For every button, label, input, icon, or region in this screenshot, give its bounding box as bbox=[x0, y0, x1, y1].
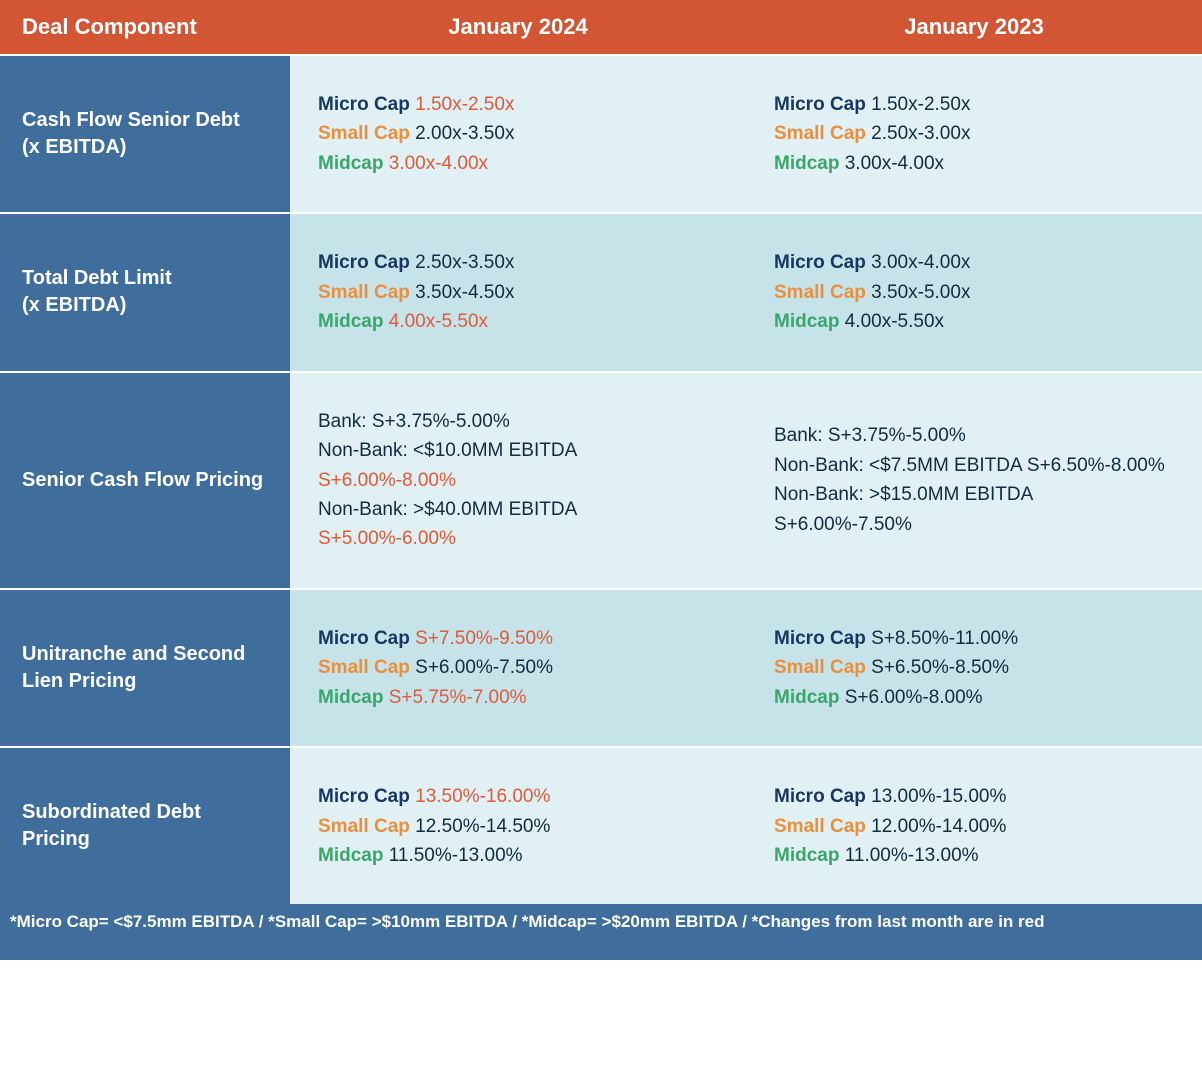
cap-value: 4.00x-5.50x bbox=[845, 311, 944, 332]
cap-label-small: Small Cap bbox=[318, 123, 410, 144]
line-prefix: Non-Bank: >$40.0MM EBITDA bbox=[318, 499, 576, 520]
cap-value: S+6.00%-7.50% bbox=[415, 657, 553, 678]
table-row: Subordinated Debt PricingMicro Cap 13.50… bbox=[0, 746, 1202, 904]
cap-value: 13.50%-16.00% bbox=[415, 786, 550, 807]
cap-label-mid: Midcap bbox=[318, 845, 383, 866]
cap-label-small: Small Cap bbox=[318, 282, 410, 303]
cap-label-small: Small Cap bbox=[774, 657, 866, 678]
line-prefix: Non-Bank: <$10.0MM EBITDA bbox=[318, 440, 576, 461]
row-label: Senior Cash Flow Pricing bbox=[0, 371, 290, 588]
cap-value: S+5.75%-7.00% bbox=[389, 687, 527, 708]
table-row: Cash Flow Senior Debt(x EBITDA)Micro Cap… bbox=[0, 54, 1202, 212]
cap-label-small: Small Cap bbox=[774, 123, 866, 144]
cap-value: 3.50x-4.50x bbox=[415, 282, 514, 303]
row-label: Subordinated Debt Pricing bbox=[0, 746, 290, 904]
cap-label-mid: Midcap bbox=[774, 153, 839, 174]
data-cell: Micro Cap S+7.50%-9.50%Small Cap S+6.00%… bbox=[290, 588, 746, 746]
cap-label-micro: Micro Cap bbox=[774, 94, 866, 115]
cap-value: 4.00x-5.50x bbox=[389, 311, 488, 332]
cap-value: 12.50%-14.50% bbox=[415, 816, 550, 837]
cap-label-micro: Micro Cap bbox=[318, 94, 410, 115]
data-cell: Micro Cap 13.00%-15.00%Small Cap 12.00%-… bbox=[746, 746, 1202, 904]
data-cell: Micro Cap 1.50x-2.50xSmall Cap 2.00x-3.5… bbox=[290, 54, 746, 212]
col-header-jan2024: January 2024 bbox=[290, 0, 746, 54]
col-header-component: Deal Component bbox=[0, 0, 290, 54]
data-cell: Bank: S+3.75%-5.00% Non-Bank: <$7.5MM EBI… bbox=[746, 371, 1202, 588]
table-row: Total Debt Limit(x EBITDA)Micro Cap 2.50… bbox=[0, 212, 1202, 370]
cap-label-mid: Midcap bbox=[318, 687, 383, 708]
header-row: Deal Component January 2024 January 2023 bbox=[0, 0, 1202, 54]
data-cell: Micro Cap 2.50x-3.50xSmall Cap 3.50x-4.5… bbox=[290, 212, 746, 370]
cap-value: 2.00x-3.50x bbox=[415, 123, 514, 144]
cap-value: S+7.50%-9.50% bbox=[415, 628, 553, 649]
cap-label-small: Small Cap bbox=[318, 657, 410, 678]
cap-label-micro: Micro Cap bbox=[318, 628, 410, 649]
cap-label-mid: Midcap bbox=[774, 311, 839, 332]
cap-label-mid: Midcap bbox=[318, 153, 383, 174]
line-prefix: Bank: S+3.75%-5.00% bbox=[774, 425, 966, 446]
cap-label-micro: Micro Cap bbox=[774, 628, 866, 649]
line-prefix: Non-Bank: <$7.5MM EBITDA S+6.50%-8.00% bbox=[774, 455, 1165, 476]
cap-value: 2.50x-3.00x bbox=[871, 123, 970, 144]
cap-label-micro: Micro Cap bbox=[774, 252, 866, 273]
cap-value: S+6.50%-8.50% bbox=[871, 657, 1009, 678]
cap-label-micro: Micro Cap bbox=[318, 252, 410, 273]
cap-value: 2.50x-3.50x bbox=[415, 252, 514, 273]
cap-label-mid: Midcap bbox=[318, 311, 383, 332]
cap-label-mid: Midcap bbox=[774, 845, 839, 866]
cap-value: 12.00%-14.00% bbox=[871, 816, 1006, 837]
cap-label-small: Small Cap bbox=[318, 816, 410, 837]
cap-value: 3.00x-4.00x bbox=[389, 153, 488, 174]
row-label: Cash Flow Senior Debt(x EBITDA) bbox=[0, 54, 290, 212]
cap-value: 1.50x-2.50x bbox=[871, 94, 970, 115]
data-cell: Micro Cap 1.50x-2.50xSmall Cap 2.50x-3.0… bbox=[746, 54, 1202, 212]
cap-value: 3.00x-4.00x bbox=[871, 252, 970, 273]
data-cell: Micro Cap S+8.50%-11.00%Small Cap S+6.50… bbox=[746, 588, 1202, 746]
line-prefix: Non-Bank: >$15.0MM EBITDA S+6.00%-7.50% bbox=[774, 484, 1032, 534]
cap-value: S+6.00%-8.00% bbox=[845, 687, 983, 708]
cap-value: S+8.50%-11.00% bbox=[871, 628, 1018, 649]
cap-value: 13.00%-15.00% bbox=[871, 786, 1006, 807]
data-cell: Micro Cap 13.50%-16.00%Small Cap 12.50%-… bbox=[290, 746, 746, 904]
line-value: S+5.00%-6.00% bbox=[318, 528, 456, 549]
cap-label-micro: Micro Cap bbox=[318, 786, 410, 807]
table-row: Senior Cash Flow PricingBank: S+3.75%-5.… bbox=[0, 371, 1202, 588]
row-label: Total Debt Limit(x EBITDA) bbox=[0, 212, 290, 370]
line-value: S+6.00%-8.00% bbox=[318, 470, 456, 491]
row-label: Unitranche and Second Lien Pricing bbox=[0, 588, 290, 746]
cap-value: 3.50x-5.00x bbox=[871, 282, 970, 303]
footnote: *Micro Cap= <$7.5mm EBITDA / *Small Cap=… bbox=[0, 904, 1202, 960]
data-cell: Bank: S+3.75%-5.00% Non-Bank: <$10.0MM EB… bbox=[290, 371, 746, 588]
cap-label-small: Small Cap bbox=[774, 816, 866, 837]
line-prefix: Bank: S+3.75%-5.00% bbox=[318, 411, 510, 432]
col-header-jan2023: January 2023 bbox=[746, 0, 1202, 54]
cap-label-micro: Micro Cap bbox=[774, 786, 866, 807]
cap-value: 11.50%-13.00% bbox=[389, 845, 523, 866]
cap-label-small: Small Cap bbox=[774, 282, 866, 303]
cap-value: 3.00x-4.00x bbox=[845, 153, 944, 174]
cap-value: 11.00%-13.00% bbox=[845, 845, 979, 866]
cap-label-mid: Midcap bbox=[774, 687, 839, 708]
table-row: Unitranche and Second Lien PricingMicro … bbox=[0, 588, 1202, 746]
cap-value: 1.50x-2.50x bbox=[415, 94, 514, 115]
data-cell: Micro Cap 3.00x-4.00xSmall Cap 3.50x-5.0… bbox=[746, 212, 1202, 370]
deal-component-table: Deal Component January 2024 January 2023… bbox=[0, 0, 1202, 960]
